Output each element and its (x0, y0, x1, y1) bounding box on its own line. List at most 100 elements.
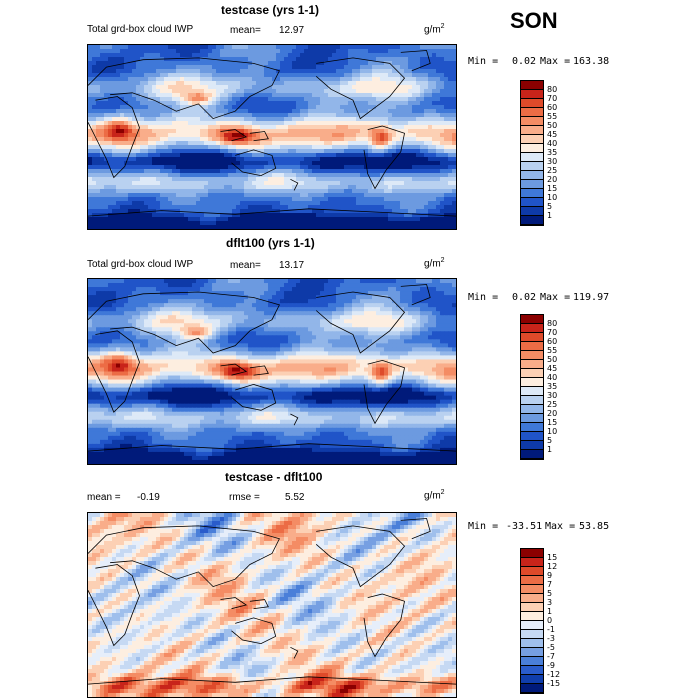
map-cell (128, 287, 133, 292)
map-cell (324, 69, 329, 74)
map-cell (316, 113, 321, 118)
map-cell (184, 77, 189, 82)
map-cell (120, 65, 125, 70)
map-cell (312, 197, 317, 202)
map-cell (368, 89, 373, 94)
map-cell (208, 279, 213, 284)
map-cell (284, 185, 289, 190)
map-cell (376, 85, 381, 90)
map-cell (328, 57, 333, 62)
map-cell (384, 101, 389, 106)
map-cell (304, 279, 309, 284)
map-cell (252, 153, 257, 158)
map-cell (236, 49, 241, 54)
map-cell (368, 205, 373, 210)
map-cell (432, 61, 437, 66)
map-cell (388, 205, 393, 210)
map-cell (372, 105, 377, 110)
map-cell (432, 109, 437, 114)
map-cell (292, 141, 297, 146)
map-cell (148, 153, 153, 158)
map-cell (244, 181, 249, 186)
map-cell (232, 73, 237, 78)
map-cell (380, 287, 385, 292)
map-cell (448, 129, 453, 134)
map-cell (140, 121, 145, 126)
map-cell (268, 189, 273, 194)
map-cell (400, 165, 405, 170)
map-cell (156, 105, 161, 110)
map-cell (452, 149, 456, 154)
map-cell (372, 57, 377, 62)
map-cell (416, 145, 421, 150)
map-cell (176, 133, 181, 138)
map-cell (392, 217, 397, 222)
map-cell (164, 73, 169, 78)
map-cell (396, 89, 401, 94)
map-cell (284, 105, 289, 110)
map-cell (452, 125, 456, 130)
map-cell (172, 153, 177, 158)
map-cell (260, 145, 265, 150)
map-cell (320, 53, 325, 58)
map-cell (296, 279, 301, 284)
map-cell (184, 181, 189, 186)
map-cell (236, 73, 241, 78)
map-cell (284, 85, 289, 90)
map-cell (212, 185, 217, 190)
map-cell (380, 109, 385, 114)
map-cell (316, 153, 321, 158)
map-cell (300, 81, 305, 86)
map-cell (152, 73, 157, 78)
map-cell (356, 125, 361, 130)
map-cell (296, 205, 301, 210)
map-cell (420, 121, 425, 126)
map-cell (176, 149, 181, 154)
map-cell (232, 217, 237, 222)
map-cell (232, 65, 237, 70)
map-cell (120, 73, 125, 78)
map-cell (332, 287, 337, 292)
map-cell (308, 161, 313, 166)
map-cell (364, 121, 369, 126)
map-cell (160, 169, 165, 174)
map-cell (272, 307, 277, 312)
map-cell (188, 101, 193, 106)
map-cell (332, 85, 337, 90)
map-cell (288, 201, 293, 206)
map-cell (224, 113, 229, 118)
map-cell (208, 287, 213, 292)
map-cell (388, 169, 393, 174)
map-cell (156, 81, 161, 86)
map-cell (416, 287, 421, 292)
map-cell (392, 49, 397, 54)
map-cell (392, 193, 397, 198)
map-cell (144, 205, 149, 210)
map-cell (400, 213, 405, 218)
map-cell (196, 185, 201, 190)
map-cell (364, 213, 369, 218)
map-cell (284, 137, 289, 142)
map-cell (136, 165, 141, 170)
map-cell (276, 129, 281, 134)
map-cell (344, 77, 349, 82)
map-cell (320, 153, 325, 158)
map-cell (328, 291, 333, 296)
map-cell (380, 221, 385, 226)
map-cell (340, 205, 345, 210)
map-cell (112, 89, 117, 94)
map-cell (268, 145, 273, 150)
map-cell (260, 201, 265, 206)
map-cell (216, 101, 221, 106)
map-cell (148, 137, 153, 142)
map-cell (140, 85, 145, 90)
map-cell (224, 89, 229, 94)
map-cell (124, 105, 129, 110)
map-cell (180, 49, 185, 54)
map-cell (152, 49, 157, 54)
map-cell (156, 97, 161, 102)
map-cell (244, 193, 249, 198)
map-cell (428, 145, 433, 150)
map-cell (264, 97, 269, 102)
map-cell (144, 283, 149, 288)
